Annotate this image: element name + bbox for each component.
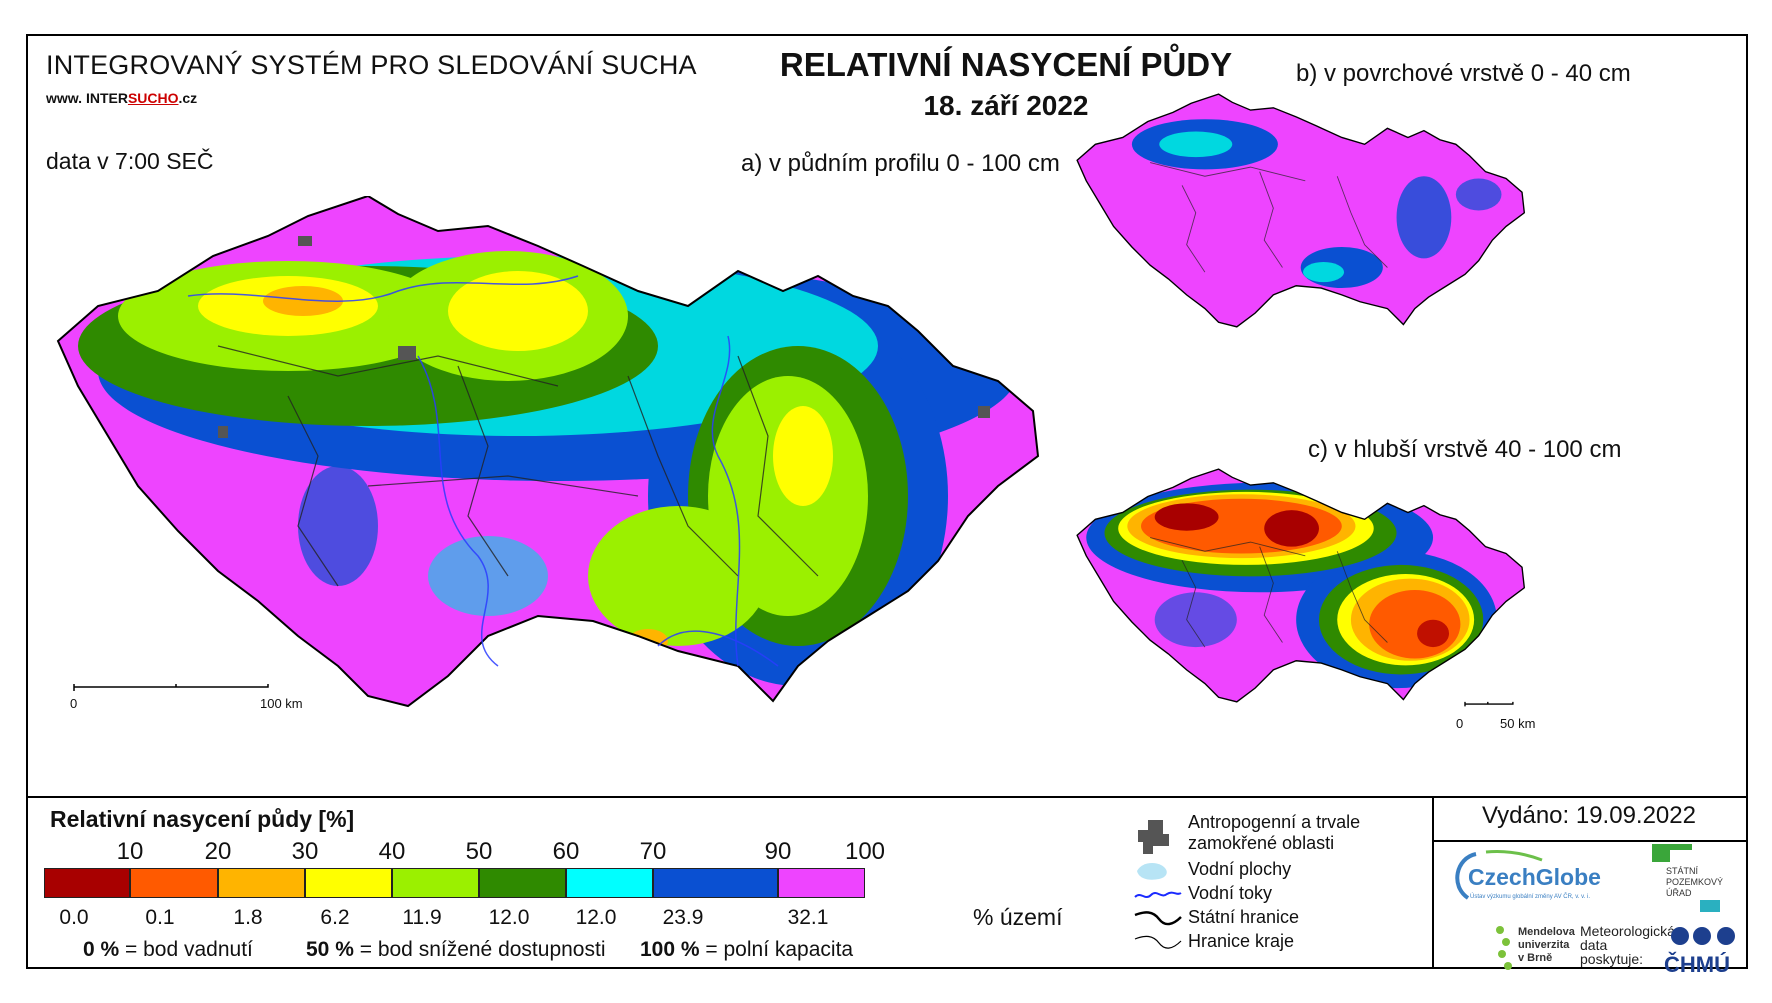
urban-line1: Antropogenní a trvale [1188, 812, 1361, 832]
legend-tick: 70 [639, 838, 667, 865]
met-data-text: Meteorologická data poskytuje: [1580, 923, 1675, 967]
map-c-deep-layer [1076, 468, 1526, 707]
note-reduced-value: 50 % [306, 938, 354, 961]
urban-line2: zamokřené oblasti [1188, 833, 1335, 853]
legend-share: 6.2 [320, 906, 350, 929]
map-b-surface-layer [1076, 93, 1526, 328]
spu-logo-text: STÁTNÍ POZEMKOVÝ ÚŘAD [1666, 866, 1724, 898]
czechglobe-logo-icon [1455, 850, 1543, 900]
issued-date: Vydáno: 19.09.2022 [1482, 802, 1696, 829]
legend-share: 0.1 [145, 906, 175, 929]
note-field-capacity: 100 % = polní kapacita [640, 938, 853, 962]
note-capacity-text: = polní kapacita [705, 938, 854, 961]
map-a-total-profile [56, 196, 1040, 708]
map-a-label: a) v půdním profilu 0 - 100 cm [741, 150, 1060, 177]
legend-tick: 10 [116, 838, 144, 865]
page-title: RELATIVNÍ NASYCENÍ PŮDY [779, 46, 1233, 83]
legend-swatch [566, 868, 653, 898]
legend-tick: 20 [204, 838, 232, 865]
data-time: data v 7:00 SEČ [46, 148, 214, 174]
chmu-logo-icon [1671, 927, 1735, 945]
state-border-icon [1134, 911, 1182, 926]
scale-a-end: 100 km [260, 696, 303, 711]
scale-c-end: 50 km [1500, 716, 1536, 731]
footer-divider [1432, 796, 1434, 969]
legend-swatch [479, 868, 566, 898]
mendelu-logo-text: Mendelova univerzita v Brně [1518, 926, 1575, 964]
website-link[interactable]: www. INTERSUCHO.cz [46, 90, 197, 106]
scale-a-zero: 0 [70, 696, 78, 711]
url-part-b: SUCHO [127, 90, 179, 106]
legend-share: 1.8 [233, 906, 263, 929]
legend-share: 0.0 [59, 906, 89, 929]
legend-tick: 60 [552, 838, 580, 865]
legend-swatch [218, 868, 305, 898]
water-body-icon [1137, 863, 1167, 880]
region-border-label: Hranice kraje [1188, 931, 1295, 951]
map-sheet: INTEGROVANÝ SYSTÉM PRO SLEDOVÁNÍ SUCHA w… [26, 34, 1748, 977]
chmu-logo-text: ČHMÚ [1664, 952, 1730, 977]
share-unit: % území [973, 904, 1063, 930]
mendelu-logo-icon [1496, 926, 1512, 970]
legend-share: 23.9 [662, 906, 704, 929]
issued-divider [1432, 840, 1746, 842]
czechglobe-logo: CzechGlobe [1468, 864, 1601, 890]
note-wilting-text: = bod vadnutí [125, 938, 253, 961]
legend-title: Relativní nasycení půdy [%] [50, 806, 355, 832]
url-part-a: INTER [85, 90, 128, 106]
legend-tick: 30 [291, 838, 319, 865]
river-icon [1134, 891, 1182, 898]
legend-divider [28, 796, 1746, 798]
legend-swatch [305, 868, 392, 898]
url-prefix: www. [46, 90, 83, 106]
scale-bar-c [1464, 701, 1514, 707]
map-c-label: c) v hlubší vrstvě 40 - 100 cm [1308, 436, 1622, 463]
legend-tick: 90 [764, 838, 792, 865]
scale-c-zero: 0 [1456, 716, 1464, 731]
rivers-label: Vodní toky [1188, 883, 1273, 903]
region-border-icon [1134, 935, 1182, 949]
urban-area-icon [1138, 820, 1169, 854]
legend-share: 32.1 [787, 906, 829, 929]
legend-swatch [130, 868, 218, 898]
legend-swatch [653, 868, 778, 898]
map-b-label: b) v povrchové vrstvě 0 - 40 cm [1296, 60, 1631, 87]
legend-share: 11.9 [402, 906, 442, 929]
legend-tick: 40 [378, 838, 406, 865]
url-part-c: .cz [178, 90, 198, 106]
legend-share: 12.0 [575, 906, 617, 929]
note-capacity-value: 100 % [640, 938, 700, 961]
legend-swatch [44, 868, 130, 898]
legend-swatch [392, 868, 479, 898]
scale-bar-a [73, 684, 269, 691]
note-wilting-value: 0 % [83, 938, 120, 961]
legend-swatch [778, 868, 865, 898]
state-border-label: Státní hranice [1188, 907, 1300, 927]
legend-tick: 50 [465, 838, 493, 865]
map-date: 18. září 2022 [923, 90, 1089, 121]
legend-share: 12.0 [488, 906, 530, 929]
note-reduced-availability: 50 % = bod snížené dostupnosti [306, 938, 605, 962]
water-bodies-label: Vodní plochy [1188, 859, 1292, 879]
czechglobe-subtitle: Ústav výzkumu globální změny AV ČR, v. v… [1470, 894, 1591, 900]
spu-logo-icon [1652, 844, 1720, 912]
system-name: INTEGROVANÝ SYSTÉM PRO SLEDOVÁNÍ SUCHA [46, 50, 697, 80]
note-wilting: 0 % = bod vadnutí [83, 938, 253, 962]
note-reduced-text: = bod snížené dostupnosti [359, 938, 606, 961]
legend-tick: 100 [844, 838, 886, 865]
